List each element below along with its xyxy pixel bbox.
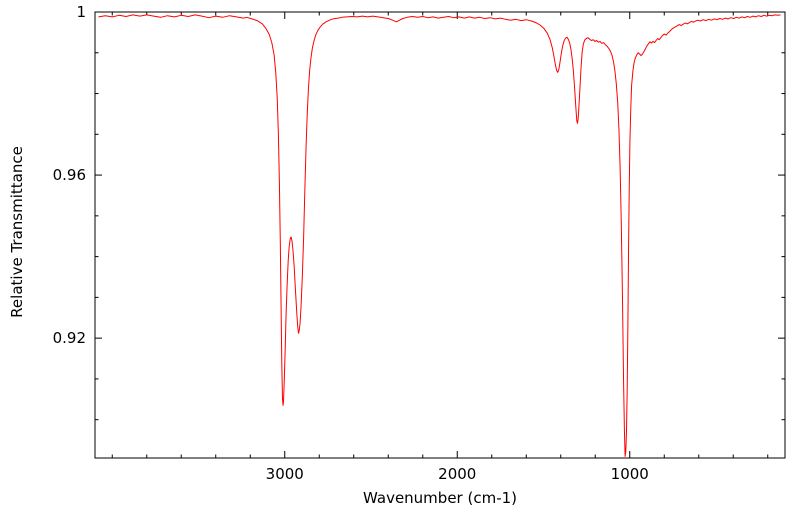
plot-frame: [94, 11, 786, 459]
x-tick-label: 1000: [611, 465, 649, 483]
spectrum-line: [98, 14, 781, 457]
y-tick-label: 0.96: [53, 166, 86, 184]
x-tick-label: 2000: [438, 465, 476, 483]
y-axis-title: Relative Transmittance: [8, 146, 26, 318]
y-tick-label: 0.92: [53, 329, 86, 347]
y-tick-label: 1: [76, 3, 86, 21]
x-axis-title: Wavenumber (cm-1): [363, 489, 517, 507]
x-tick-label: 3000: [266, 465, 304, 483]
